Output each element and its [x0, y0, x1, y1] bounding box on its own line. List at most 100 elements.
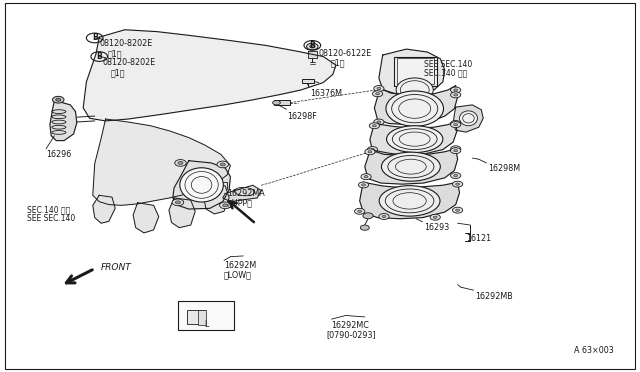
Text: SEE SEC.140: SEE SEC.140 — [27, 214, 75, 223]
Circle shape — [364, 176, 368, 178]
Polygon shape — [173, 161, 230, 209]
Circle shape — [178, 161, 183, 164]
Circle shape — [217, 161, 228, 168]
Polygon shape — [204, 182, 229, 214]
Circle shape — [379, 214, 389, 219]
Circle shape — [454, 148, 458, 150]
Text: L: L — [204, 320, 208, 329]
Ellipse shape — [387, 126, 443, 153]
Circle shape — [372, 125, 376, 127]
Circle shape — [367, 147, 378, 153]
Circle shape — [454, 174, 458, 177]
Circle shape — [454, 124, 458, 126]
Polygon shape — [223, 185, 261, 202]
Circle shape — [355, 208, 365, 214]
Ellipse shape — [180, 168, 223, 202]
Circle shape — [56, 98, 61, 101]
Bar — [394, 57, 437, 86]
Text: 16292M: 16292M — [224, 261, 256, 270]
Bar — [397, 58, 434, 84]
Circle shape — [362, 184, 365, 186]
Text: 16121: 16121 — [466, 234, 491, 243]
Circle shape — [451, 146, 461, 152]
Text: （1）: （1） — [108, 49, 122, 58]
Text: 16376M: 16376M — [310, 89, 342, 97]
Circle shape — [454, 89, 458, 91]
Circle shape — [430, 214, 440, 220]
Circle shape — [52, 96, 64, 103]
Polygon shape — [50, 100, 77, 141]
Text: [0790-0293]: [0790-0293] — [326, 330, 376, 339]
Text: SEC.140 参照: SEC.140 参照 — [27, 205, 70, 214]
Circle shape — [361, 174, 371, 180]
Circle shape — [172, 199, 184, 206]
Circle shape — [377, 121, 381, 123]
Circle shape — [451, 148, 461, 154]
Circle shape — [175, 160, 186, 166]
Circle shape — [451, 173, 461, 179]
Polygon shape — [453, 105, 483, 132]
Circle shape — [372, 91, 383, 97]
Text: SEE SEC.140: SEE SEC.140 — [424, 60, 472, 69]
Text: （UPP）: （UPP） — [227, 198, 252, 207]
Bar — [274, 100, 290, 105]
Text: FRONT: FRONT — [101, 263, 132, 272]
Circle shape — [452, 207, 463, 213]
Text: 16292MB: 16292MB — [475, 292, 513, 301]
Circle shape — [454, 94, 458, 96]
Circle shape — [451, 122, 461, 128]
Circle shape — [220, 163, 225, 166]
Text: 16298M: 16298M — [488, 164, 520, 173]
Text: B: B — [92, 33, 97, 42]
Circle shape — [369, 123, 380, 129]
Circle shape — [307, 43, 318, 50]
Text: B: B — [97, 52, 102, 61]
Polygon shape — [374, 86, 458, 125]
Circle shape — [371, 148, 374, 151]
Circle shape — [175, 201, 180, 204]
Text: SEC.140 参照: SEC.140 参照 — [424, 69, 467, 78]
Circle shape — [358, 182, 369, 188]
Text: 16293: 16293 — [424, 223, 449, 232]
Circle shape — [310, 45, 315, 48]
Circle shape — [451, 87, 461, 93]
Polygon shape — [133, 203, 159, 233]
Text: 08120-8202E: 08120-8202E — [99, 39, 152, 48]
Circle shape — [273, 100, 280, 105]
Polygon shape — [93, 195, 115, 223]
Circle shape — [363, 213, 373, 219]
Circle shape — [382, 215, 386, 218]
Text: （LOW）: （LOW） — [224, 271, 252, 280]
Circle shape — [365, 149, 375, 155]
Polygon shape — [308, 51, 317, 58]
Text: 16296: 16296 — [46, 150, 71, 158]
Ellipse shape — [381, 152, 440, 181]
Bar — [198, 310, 206, 325]
Circle shape — [374, 119, 384, 125]
Bar — [187, 310, 205, 324]
Bar — [302, 79, 314, 83]
Polygon shape — [83, 30, 336, 121]
Text: 16292MC: 16292MC — [332, 321, 369, 330]
Circle shape — [456, 183, 460, 185]
Text: 16292MA: 16292MA — [227, 189, 265, 198]
Polygon shape — [379, 49, 445, 95]
Text: A 63×003: A 63×003 — [574, 346, 614, 355]
Ellipse shape — [396, 78, 433, 102]
Bar — [178, 301, 234, 330]
Circle shape — [368, 151, 372, 153]
Text: 16298F: 16298F — [287, 112, 316, 121]
Circle shape — [456, 209, 460, 211]
Circle shape — [220, 202, 231, 209]
Circle shape — [374, 86, 384, 92]
Polygon shape — [169, 198, 195, 228]
Circle shape — [376, 93, 380, 95]
Circle shape — [377, 87, 381, 90]
Circle shape — [451, 92, 461, 98]
Polygon shape — [370, 122, 457, 155]
Circle shape — [360, 225, 369, 230]
Ellipse shape — [380, 186, 440, 216]
Text: （1）: （1） — [331, 59, 346, 68]
Ellipse shape — [386, 91, 444, 126]
Ellipse shape — [460, 111, 477, 126]
